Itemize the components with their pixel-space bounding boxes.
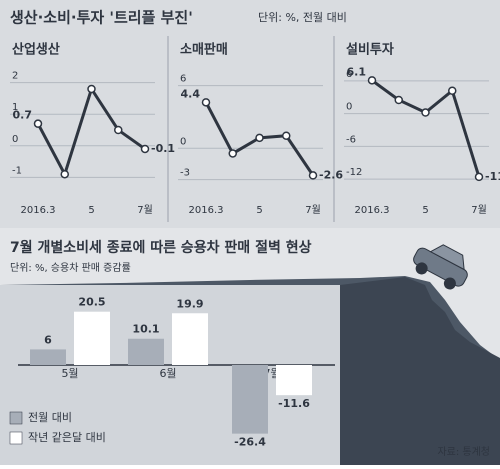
x-tick-label: 7월 bbox=[471, 204, 487, 216]
y-tick-label: 6 bbox=[346, 69, 352, 80]
point bbox=[87, 84, 96, 94]
cliff bbox=[340, 277, 500, 465]
source: 자료: 통계청 bbox=[437, 446, 490, 458]
y-tick-label: 2 bbox=[12, 71, 18, 82]
bar bbox=[172, 313, 208, 365]
panel-title: 산업생산 bbox=[12, 42, 60, 58]
x-tick-label: 2016.3 bbox=[355, 205, 390, 216]
point bbox=[394, 95, 403, 105]
y-tick-label: 6 bbox=[180, 74, 186, 85]
point bbox=[282, 131, 291, 140]
x-tick-label: 6월 bbox=[159, 367, 176, 380]
x-tick-label: 5월 bbox=[61, 367, 78, 380]
point bbox=[474, 172, 484, 182]
point bbox=[201, 98, 211, 107]
bar bbox=[30, 349, 66, 365]
y-tick-label: -3 bbox=[180, 168, 190, 179]
data-label: 19.9 bbox=[176, 297, 203, 310]
data-label: -26.4 bbox=[234, 436, 266, 449]
data-label: 20.5 bbox=[78, 296, 105, 309]
x-tick-label: 5 bbox=[422, 205, 428, 216]
chart-title: 7월 개별소비세 종료에 따른 승용차 판매 절벽 현상 bbox=[10, 239, 312, 256]
chart-subtitle: 단위: %, 승용차 판매 증감률 bbox=[10, 261, 131, 274]
unit: 단위: %, 전월 대비 bbox=[258, 11, 347, 24]
title: 생산·소비·투자 '트리플 부진' bbox=[10, 9, 193, 27]
x-tick-label: 2016.3 bbox=[21, 205, 56, 216]
car-icon bbox=[413, 244, 468, 290]
x-tick-label: 7월 bbox=[137, 204, 153, 216]
point bbox=[228, 149, 237, 158]
data-label: 6.1 bbox=[347, 65, 367, 78]
panel-title: 설비투자 bbox=[346, 43, 394, 58]
x-tick-label: 5 bbox=[88, 205, 94, 216]
y-tick-label: 0 bbox=[12, 134, 18, 145]
y-tick-label: 0 bbox=[180, 136, 186, 147]
y-tick-label: 0 bbox=[346, 102, 352, 113]
bar bbox=[128, 338, 164, 365]
data-label: 6 bbox=[44, 333, 52, 346]
y-tick-label: -6 bbox=[346, 134, 356, 145]
y-tick-label: -1 bbox=[12, 165, 22, 176]
x-tick-label: 7월 bbox=[305, 204, 321, 216]
data-label: -0.1 bbox=[151, 142, 175, 155]
data-label: -2.6 bbox=[319, 168, 343, 181]
point bbox=[33, 119, 43, 128]
point bbox=[60, 169, 69, 179]
data-label: -11.6 bbox=[278, 397, 310, 410]
x-tick-label: 5 bbox=[256, 205, 262, 216]
point bbox=[140, 144, 150, 154]
bar bbox=[74, 311, 110, 365]
x-tick-label: 2016.3 bbox=[189, 205, 224, 216]
legend-swatch bbox=[9, 411, 23, 425]
bar bbox=[276, 365, 312, 396]
panel-title: 소매판매 bbox=[180, 42, 228, 58]
data-label: 10.1 bbox=[132, 323, 159, 336]
legend-swatch bbox=[9, 431, 23, 445]
y-tick-label: -12 bbox=[346, 167, 362, 178]
point bbox=[114, 125, 123, 135]
point bbox=[367, 76, 377, 85]
data-label: 0.7 bbox=[13, 109, 33, 122]
point bbox=[421, 108, 430, 117]
y-tick-label: 1 bbox=[12, 102, 18, 113]
point bbox=[308, 171, 318, 180]
legend-label: 작년 같은달 대비 bbox=[28, 431, 106, 444]
legend-label: 전월 대비 bbox=[28, 411, 72, 424]
data-label: -11.6 bbox=[485, 170, 500, 183]
data-label: 4.4 bbox=[181, 87, 201, 100]
point bbox=[255, 133, 264, 143]
bar bbox=[232, 365, 268, 434]
point bbox=[448, 86, 457, 95]
